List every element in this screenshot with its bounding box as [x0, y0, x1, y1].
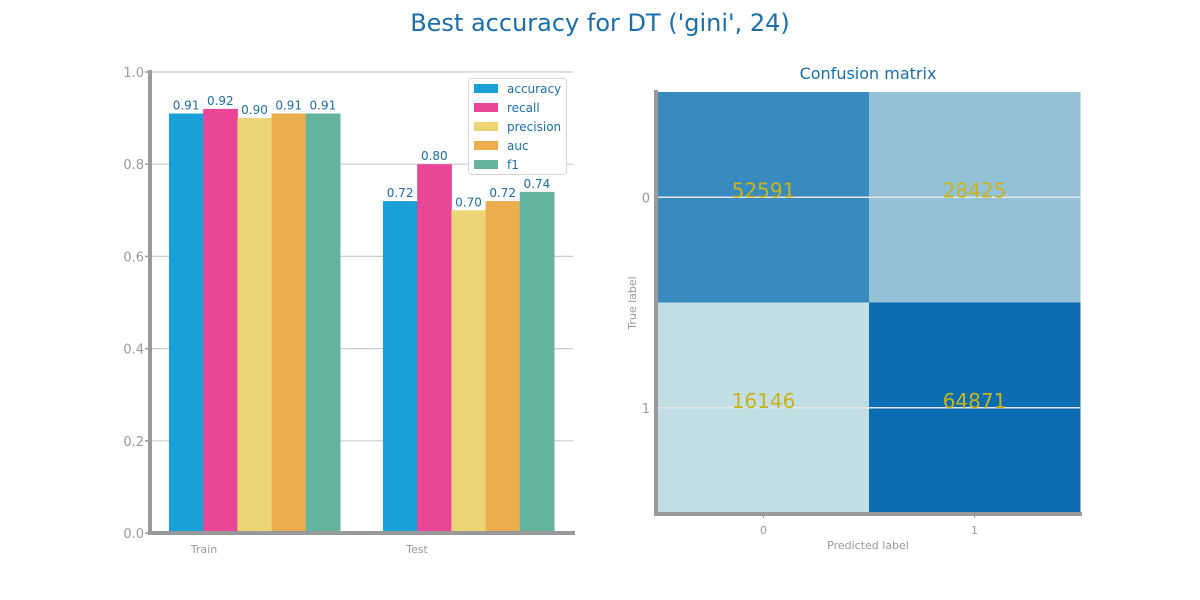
- bar-auc-train: [271, 113, 307, 534]
- y-tick-label: 0.4: [123, 343, 144, 358]
- bar-data-label: 0.72: [489, 186, 516, 200]
- legend-swatch-auc: [474, 141, 498, 150]
- legend-box: [468, 78, 567, 175]
- confusion-matrix-title: Confusion matrix: [800, 64, 937, 83]
- bar-chart: 0.91 0.92 0.90 0.91 0.91 0.72 0.80 0.70 0.72 0.74…: [123, 66, 575, 556]
- cm-y-tick-label: 1: [642, 402, 650, 417]
- confusion-matrix-values: 52591 28425 16146 64871: [732, 178, 1007, 413]
- bar-x-ticks: Train Test: [190, 543, 429, 556]
- legend-swatch-accuracy: [474, 84, 498, 93]
- confusion-matrix-chart: Confusion matrix 52591 28425 16146 64871 0 1…: [626, 64, 1082, 552]
- cm-x-tick-label: 1: [971, 524, 978, 537]
- bar-data-labels: 0.91 0.92 0.90 0.91 0.91 0.72 0.80 0.70 0.72 0.74: [173, 94, 551, 209]
- bar-accuracy-train: [169, 113, 204, 534]
- cm-value-0-0: 52591: [732, 178, 796, 202]
- bar-precision-train: [237, 118, 273, 533]
- bar-series: [169, 108, 555, 534]
- legend-label-precision: precision: [507, 120, 561, 134]
- legend-swatch-recall: [474, 103, 498, 112]
- cm-value-1-1: 64871: [943, 389, 1007, 413]
- legend-label-recall: recall: [507, 101, 540, 115]
- bar-data-label: 0.91: [310, 98, 337, 112]
- confusion-matrix-axes: [654, 90, 1082, 516]
- legend-swatch-precision: [474, 122, 498, 131]
- cm-value-0-1: 28425: [943, 178, 1007, 202]
- cm-y-tick-label: 0: [642, 191, 650, 206]
- confusion-matrix-x-label: Predicted label: [827, 539, 909, 552]
- confusion-matrix-ticks: 0 1 0 1: [642, 191, 978, 537]
- cm-value-1-0: 16146: [732, 389, 796, 413]
- x-tick-label: Train: [190, 543, 217, 556]
- y-tick-label: 0.0: [123, 527, 144, 542]
- bar-data-label: 0.90: [241, 103, 268, 117]
- bar-data-label: 0.72: [387, 186, 414, 200]
- figure-title: Best accuracy for DT ('gini', 24): [410, 9, 790, 37]
- bar-data-label: 0.91: [275, 98, 302, 112]
- bar-recall-test: [417, 164, 452, 533]
- confusion-matrix-y-label: True label: [626, 276, 639, 330]
- bar-axes: [148, 70, 575, 535]
- legend-label-accuracy: accuracy: [507, 82, 561, 96]
- bar-data-label: 0.91: [173, 98, 200, 112]
- cm-x-tick-label: 0: [760, 524, 767, 537]
- bar-data-label: 0.80: [421, 149, 448, 163]
- bar-f1-train: [305, 113, 341, 534]
- bar-data-label: 0.92: [207, 94, 234, 108]
- legend-swatch-f1: [474, 160, 498, 169]
- y-tick-label: 0.6: [123, 250, 144, 265]
- bar-legend: accuracy recall precision auc f1: [468, 78, 567, 175]
- y-tick-label: 0.8: [123, 158, 144, 173]
- bar-accuracy-test: [383, 201, 418, 533]
- y-tick-label: 1.0: [123, 66, 144, 81]
- x-tick-label: Test: [405, 543, 428, 556]
- y-tick-label: 0.2: [123, 435, 144, 450]
- bar-data-label: 0.74: [524, 177, 551, 191]
- confusion-matrix-cells: [658, 92, 1081, 514]
- bar-precision-test: [451, 210, 487, 534]
- bar-auc-test: [485, 201, 521, 533]
- bar-f1-test: [519, 191, 555, 534]
- bar-y-ticks: 0.0 0.2 0.4 0.6 0.8 1.0: [123, 66, 150, 542]
- bar-recall-train: [203, 108, 238, 533]
- bar-data-label: 0.70: [455, 195, 482, 209]
- legend-label-auc: auc: [507, 139, 529, 153]
- legend-label-f1: f1: [507, 158, 519, 172]
